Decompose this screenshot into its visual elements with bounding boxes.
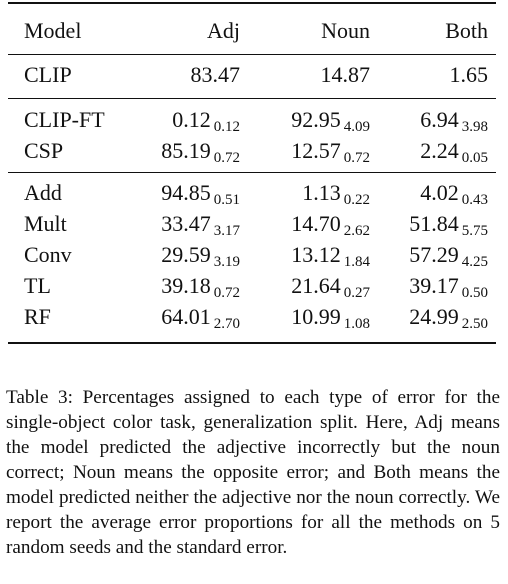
adj-std: 3.17 [213, 223, 240, 239]
table-row: TL 39.18 0.72 21.64 0.27 39.17 0.50 [8, 271, 496, 301]
both-std: 4.25 [461, 254, 488, 270]
both-value: 57.29 4.25 [409, 242, 488, 270]
adj-value: 39.18 0.72 [161, 273, 240, 301]
both-value: 2.24 0.05 [420, 138, 488, 166]
model-name: Add [24, 180, 62, 205]
both-std: 5.75 [461, 223, 488, 239]
both-value: 39.17 0.50 [409, 273, 488, 301]
adj-std: 0.72 [213, 150, 240, 166]
group-rule [8, 172, 496, 173]
both-value: 4.02 0.43 [420, 180, 488, 208]
table-caption: Table 3: Percentages assigned to each ty… [6, 387, 500, 559]
both-value: 1.65 [449, 62, 489, 87]
both-std: 3.98 [461, 119, 488, 135]
adj-std: 2.70 [213, 316, 240, 332]
adj-value: 85.19 0.72 [161, 138, 240, 166]
noun-value: 10.99 1.08 [291, 304, 370, 332]
both-std: 0.05 [461, 150, 488, 166]
header-adj: Adj [207, 18, 240, 43]
both-std: 0.43 [461, 192, 488, 208]
adj-value: 29.59 3.19 [161, 242, 240, 270]
noun-value: 14.70 2.62 [291, 211, 370, 239]
model-name: RF [24, 304, 51, 329]
both-value: 24.99 2.50 [409, 304, 488, 332]
noun-value: 92.95 4.09 [291, 107, 370, 135]
noun-std: 2.62 [343, 223, 370, 239]
header-model: Model [24, 18, 82, 43]
group-rule [8, 98, 496, 99]
noun-std: 0.22 [343, 192, 370, 208]
noun-std: 0.72 [343, 150, 370, 166]
table-row: CLIP-FT 0.12 0.12 92.95 4.09 6.94 3.98 [8, 105, 496, 135]
header-both: Both [445, 18, 488, 43]
noun-std: 0.27 [343, 285, 370, 301]
noun-value: 13.12 1.84 [291, 242, 370, 270]
model-name: Mult [24, 211, 67, 236]
model-name: TL [24, 273, 51, 298]
noun-std: 4.09 [343, 119, 370, 135]
adj-std: 0.12 [213, 119, 240, 135]
model-name: CLIP [24, 62, 72, 87]
model-name: CSP [24, 138, 64, 163]
noun-value: 21.64 0.27 [291, 273, 370, 301]
noun-std: 1.84 [343, 254, 370, 270]
both-std: 2.50 [461, 316, 488, 332]
noun-value: 1.13 0.22 [302, 180, 370, 208]
both-value: 6.94 3.98 [420, 107, 488, 135]
noun-std: 1.08 [343, 316, 370, 332]
adj-value: 33.47 3.17 [161, 211, 240, 239]
both-std: 0.50 [461, 285, 488, 301]
header-noun: Noun [321, 18, 370, 43]
table-row: Mult 33.47 3.17 14.70 2.62 51.84 5.75 [8, 209, 496, 239]
adj-std: 3.19 [213, 254, 240, 270]
adj-std: 0.51 [213, 192, 240, 208]
adj-value: 83.47 [190, 62, 241, 87]
noun-value: 12.57 0.72 [291, 138, 370, 166]
table-row: RF 64.01 2.70 10.99 1.08 24.99 2.50 [8, 302, 496, 332]
table-row: CLIP 83.47 14.87 1.65 [8, 60, 496, 90]
header-rule [8, 54, 496, 55]
adj-value: 64.01 2.70 [161, 304, 240, 332]
model-name: CLIP-FT [24, 107, 105, 132]
adj-value: 94.85 0.51 [161, 180, 240, 208]
adj-std: 0.72 [213, 285, 240, 301]
adj-value: 0.12 0.12 [172, 107, 240, 135]
table-bottom-rule [8, 342, 496, 344]
noun-value: 14.87 [320, 62, 371, 87]
table-row: CSP 85.19 0.72 12.57 0.72 2.24 0.05 [8, 136, 496, 166]
table-row: Add 94.85 0.51 1.13 0.22 4.02 0.43 [8, 178, 496, 208]
model-name: Conv [24, 242, 72, 267]
table-top-rule [8, 2, 496, 4]
table-row: Conv 29.59 3.19 13.12 1.84 57.29 4.25 [8, 240, 496, 270]
both-value: 51.84 5.75 [409, 211, 488, 239]
table-header-row: Model Adj Noun Both [8, 16, 496, 46]
